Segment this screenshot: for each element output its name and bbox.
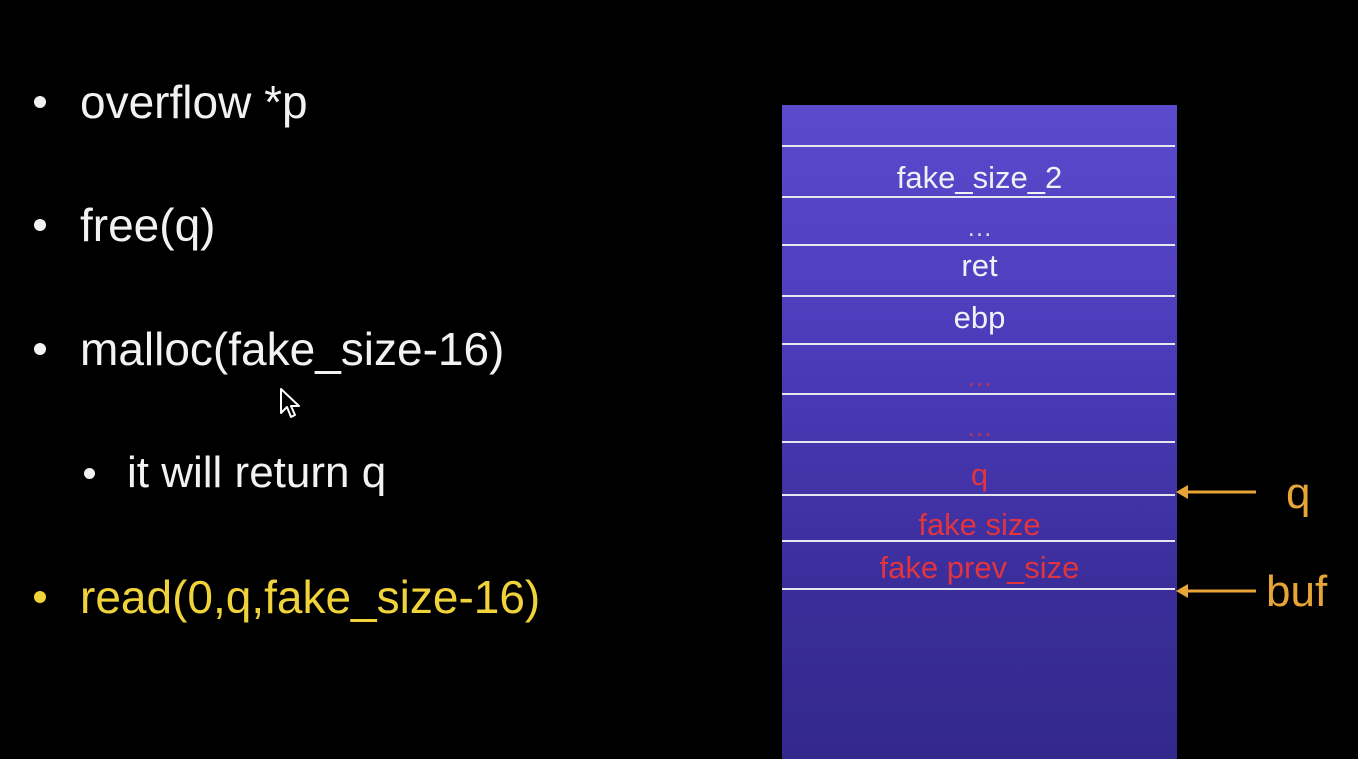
bullet-text: free(q) [80,199,216,251]
bullet-overflow: overflow *p [34,74,308,130]
bullet-text: it will return q [127,448,387,497]
bullet-dot-icon [34,343,46,355]
bullet-free: free(q) [34,197,215,253]
stack-cell-ret: ret [961,248,998,283]
left-arrow-icon [1176,485,1256,499]
stack-diagram: fake_size_2 … ret ebp … … q fake size fa… [782,105,1177,759]
stack-cell-fake-prev-size: fake prev_size [879,550,1080,585]
stack-cell-fake-size-2: fake_size_2 [896,160,1063,195]
stack-divider [782,540,1175,542]
stack-cell-ellipsis: … [966,362,993,392]
bullet-dot-icon [34,591,46,603]
stack-cell-q: q [970,457,989,492]
bullet-text: malloc(fake_size-16) [80,323,505,375]
pointer-buf-label: buf [1266,567,1328,616]
bullet-dot-icon [84,467,95,479]
stack-divider [782,343,1175,345]
stack-divider [782,196,1175,198]
stack-cell-ellipsis: … [966,412,993,442]
stack-cell-ebp: ebp [953,300,1006,335]
bullet-text: read(0,q,fake_size-16) [80,571,541,623]
stack-divider [782,393,1175,395]
bullet-text: overflow *p [80,76,308,128]
left-arrow-icon [1176,584,1256,598]
stack-divider [782,588,1175,590]
bullet-dot-icon [34,96,46,108]
pointer-q [1174,472,1258,512]
bullet-dot-icon [34,219,46,231]
stack-cell-ellipsis: … [966,212,993,242]
bullet-read: read(0,q,fake_size-16) [34,569,540,625]
stack-divider [782,441,1175,443]
stack-divider [782,295,1175,297]
sub-bullet-return-q: it will return q [84,445,386,501]
stack-cell-fake-size: fake size [918,507,1041,542]
pointer-q-label: q [1286,469,1311,518]
stack-divider [782,145,1175,147]
mouse-cursor-icon [280,388,300,418]
bullet-malloc: malloc(fake_size-16) [34,321,504,377]
stack-divider [782,494,1175,496]
pointer-buf [1174,571,1258,611]
stack-divider [782,244,1175,246]
